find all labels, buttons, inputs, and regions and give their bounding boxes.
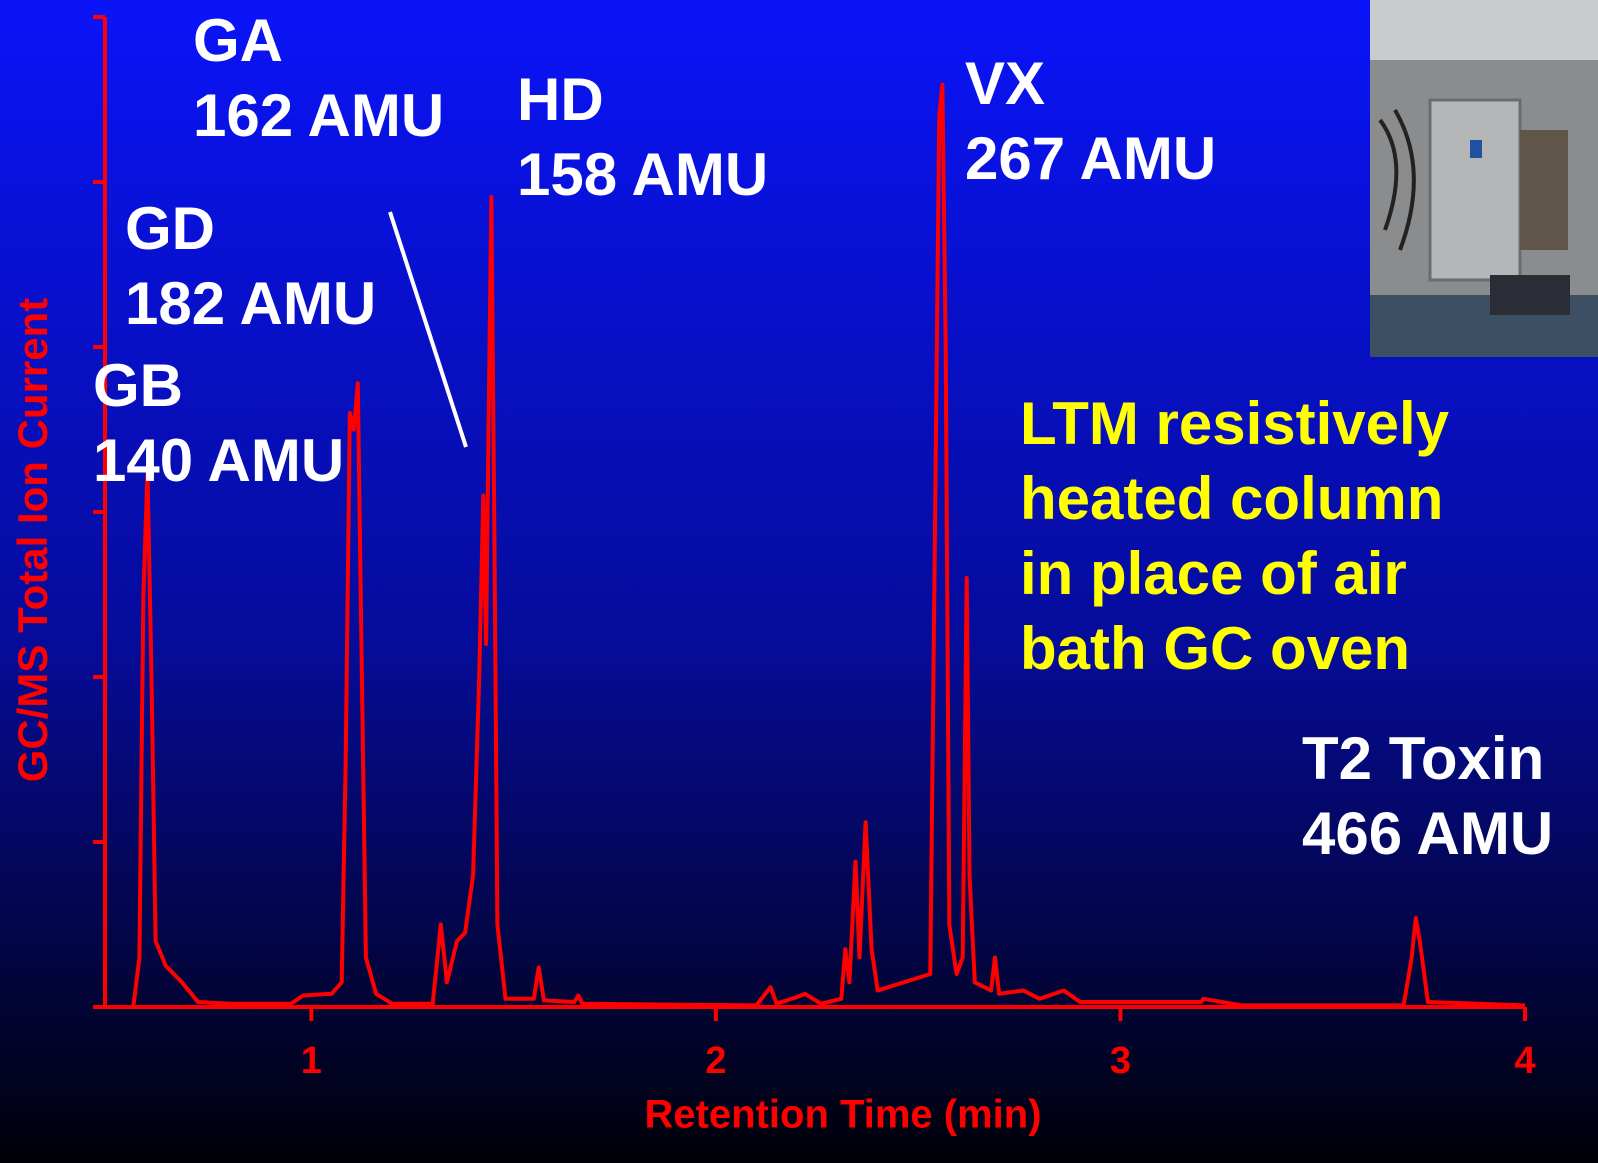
annotation: GA: [193, 7, 283, 74]
annotation: GD: [125, 195, 215, 262]
annotation: bath GC oven: [1020, 615, 1410, 682]
annotation: LTM resistively: [1020, 390, 1450, 457]
annotation: T2 Toxin: [1302, 725, 1544, 792]
x-tick-label: 2: [705, 1040, 726, 1082]
x-tick-label: 4: [1514, 1040, 1535, 1082]
annotation: 140 AMU: [93, 427, 344, 494]
annotation: 267 AMU: [965, 125, 1216, 192]
x-tick-label: 1: [301, 1040, 322, 1082]
y-axis-label: GC/MS Total Ion Current: [9, 298, 56, 783]
annotation: 182 AMU: [125, 270, 376, 337]
annotation: 162 AMU: [193, 82, 444, 149]
annotation: 466 AMU: [1302, 800, 1553, 867]
x-axis-label: Retention Time (min): [644, 1093, 1041, 1137]
annotation: VX: [965, 50, 1045, 117]
annotation: heated column: [1020, 465, 1443, 532]
page: Retention Time (min) GC/MS Total Ion Cur…: [0, 0, 1598, 1163]
chart: Retention Time (min) GC/MS Total Ion Cur…: [0, 0, 1598, 1163]
x-tick-label: 3: [1110, 1040, 1131, 1082]
annotation: GB: [93, 352, 183, 419]
annotation: HD: [517, 66, 604, 133]
annotation: 158 AMU: [517, 141, 768, 208]
photo: [1370, 0, 1598, 357]
annotation: in place of air: [1020, 540, 1407, 607]
